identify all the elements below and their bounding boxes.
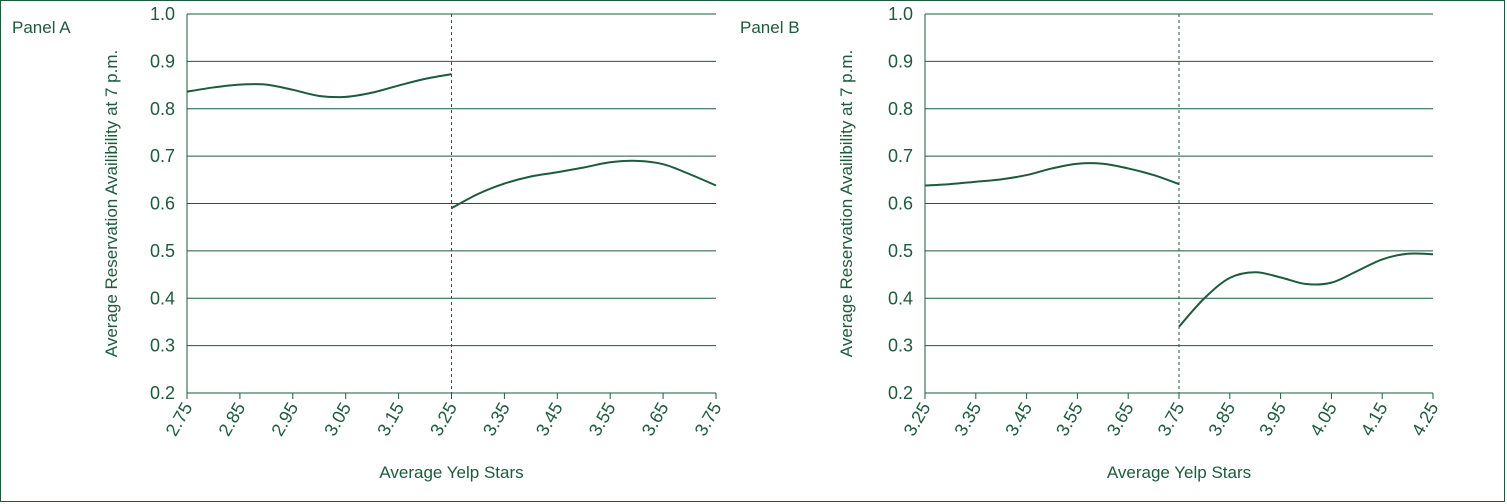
x-tick-label: 2.75 [162, 399, 197, 439]
x-tick-label: 3.35 [950, 399, 985, 439]
x-tick-label: 3.65 [1103, 399, 1138, 439]
y-axis-title: Average Reservation Availibility at 7 p.… [837, 50, 856, 357]
panel-label: Panel A [12, 18, 71, 37]
panel-label: Panel B [740, 18, 800, 37]
y-tick-label: 0.3 [888, 336, 913, 356]
y-tick-label: 0.4 [888, 288, 913, 308]
y-tick-label: 0.9 [150, 51, 175, 71]
x-tick-label: 3.55 [585, 399, 620, 439]
y-tick-label: 0.4 [150, 288, 175, 308]
x-axis-title: Average Yelp Stars [1107, 463, 1251, 482]
x-tick-label: 3.75 [1154, 399, 1189, 439]
series-line-1 [924, 162, 1180, 187]
x-tick-label: 3.35 [479, 399, 514, 439]
y-tick-label: 1.0 [888, 4, 913, 24]
y-tick-label: 0.5 [888, 241, 913, 261]
x-axis-title: Average Yelp Stars [379, 463, 523, 482]
y-tick-label: 0.2 [888, 383, 913, 403]
x-tick-label: 3.25 [426, 399, 461, 439]
panel-a: Panel A 1.0 0.9 0.8 0.7 0.6 0.5 0.4 0.3 0.22.75 2.… [12, 4, 725, 482]
x-tick-label: 3.75 [691, 399, 726, 439]
x-tick-label: 3.25 [900, 399, 935, 439]
y-tick-label: 0.9 [888, 51, 913, 71]
x-tick-label: 3.85 [1204, 399, 1239, 439]
series-line-1 [186, 73, 452, 99]
y-tick-label: 0.7 [888, 146, 913, 166]
x-tick-label: 3.55 [1052, 399, 1087, 439]
y-tick-label: 0.6 [888, 194, 913, 214]
y-tick-label: 0.7 [150, 146, 175, 166]
y-tick-label: 0.8 [888, 99, 913, 119]
panel-b: Panel B 1.0 0.9 0.8 0.7 0.6 0.5 0.4 0.3 0.23.25 3.… [740, 4, 1442, 482]
y-tick-label: 0.2 [150, 383, 175, 403]
x-tick-label: 2.95 [267, 399, 302, 439]
x-tick-label: 3.15 [373, 399, 408, 439]
y-tick-label: 0.5 [150, 241, 175, 261]
x-tick-label: 3.45 [532, 399, 567, 439]
series-line-2 [451, 159, 717, 210]
y-tick-label: 0.6 [150, 194, 175, 214]
x-tick-label: 3.95 [1255, 399, 1290, 439]
y-tick-label: 0.3 [150, 336, 175, 356]
y-tick-label: 1.0 [150, 4, 175, 24]
x-tick-label: 2.85 [215, 399, 250, 439]
x-tick-label: 3.65 [638, 399, 673, 439]
x-tick-label: 4.25 [1408, 399, 1443, 439]
y-axis-title: Average Reservation Availibility at 7 p.… [102, 50, 121, 357]
x-tick-label: 4.05 [1306, 399, 1341, 439]
series-line-2 [1178, 252, 1434, 328]
x-tick-label: 3.45 [1001, 399, 1036, 439]
x-tick-label: 4.15 [1357, 399, 1392, 439]
x-tick-label: 3.05 [320, 399, 355, 439]
y-tick-label: 0.8 [150, 99, 175, 119]
